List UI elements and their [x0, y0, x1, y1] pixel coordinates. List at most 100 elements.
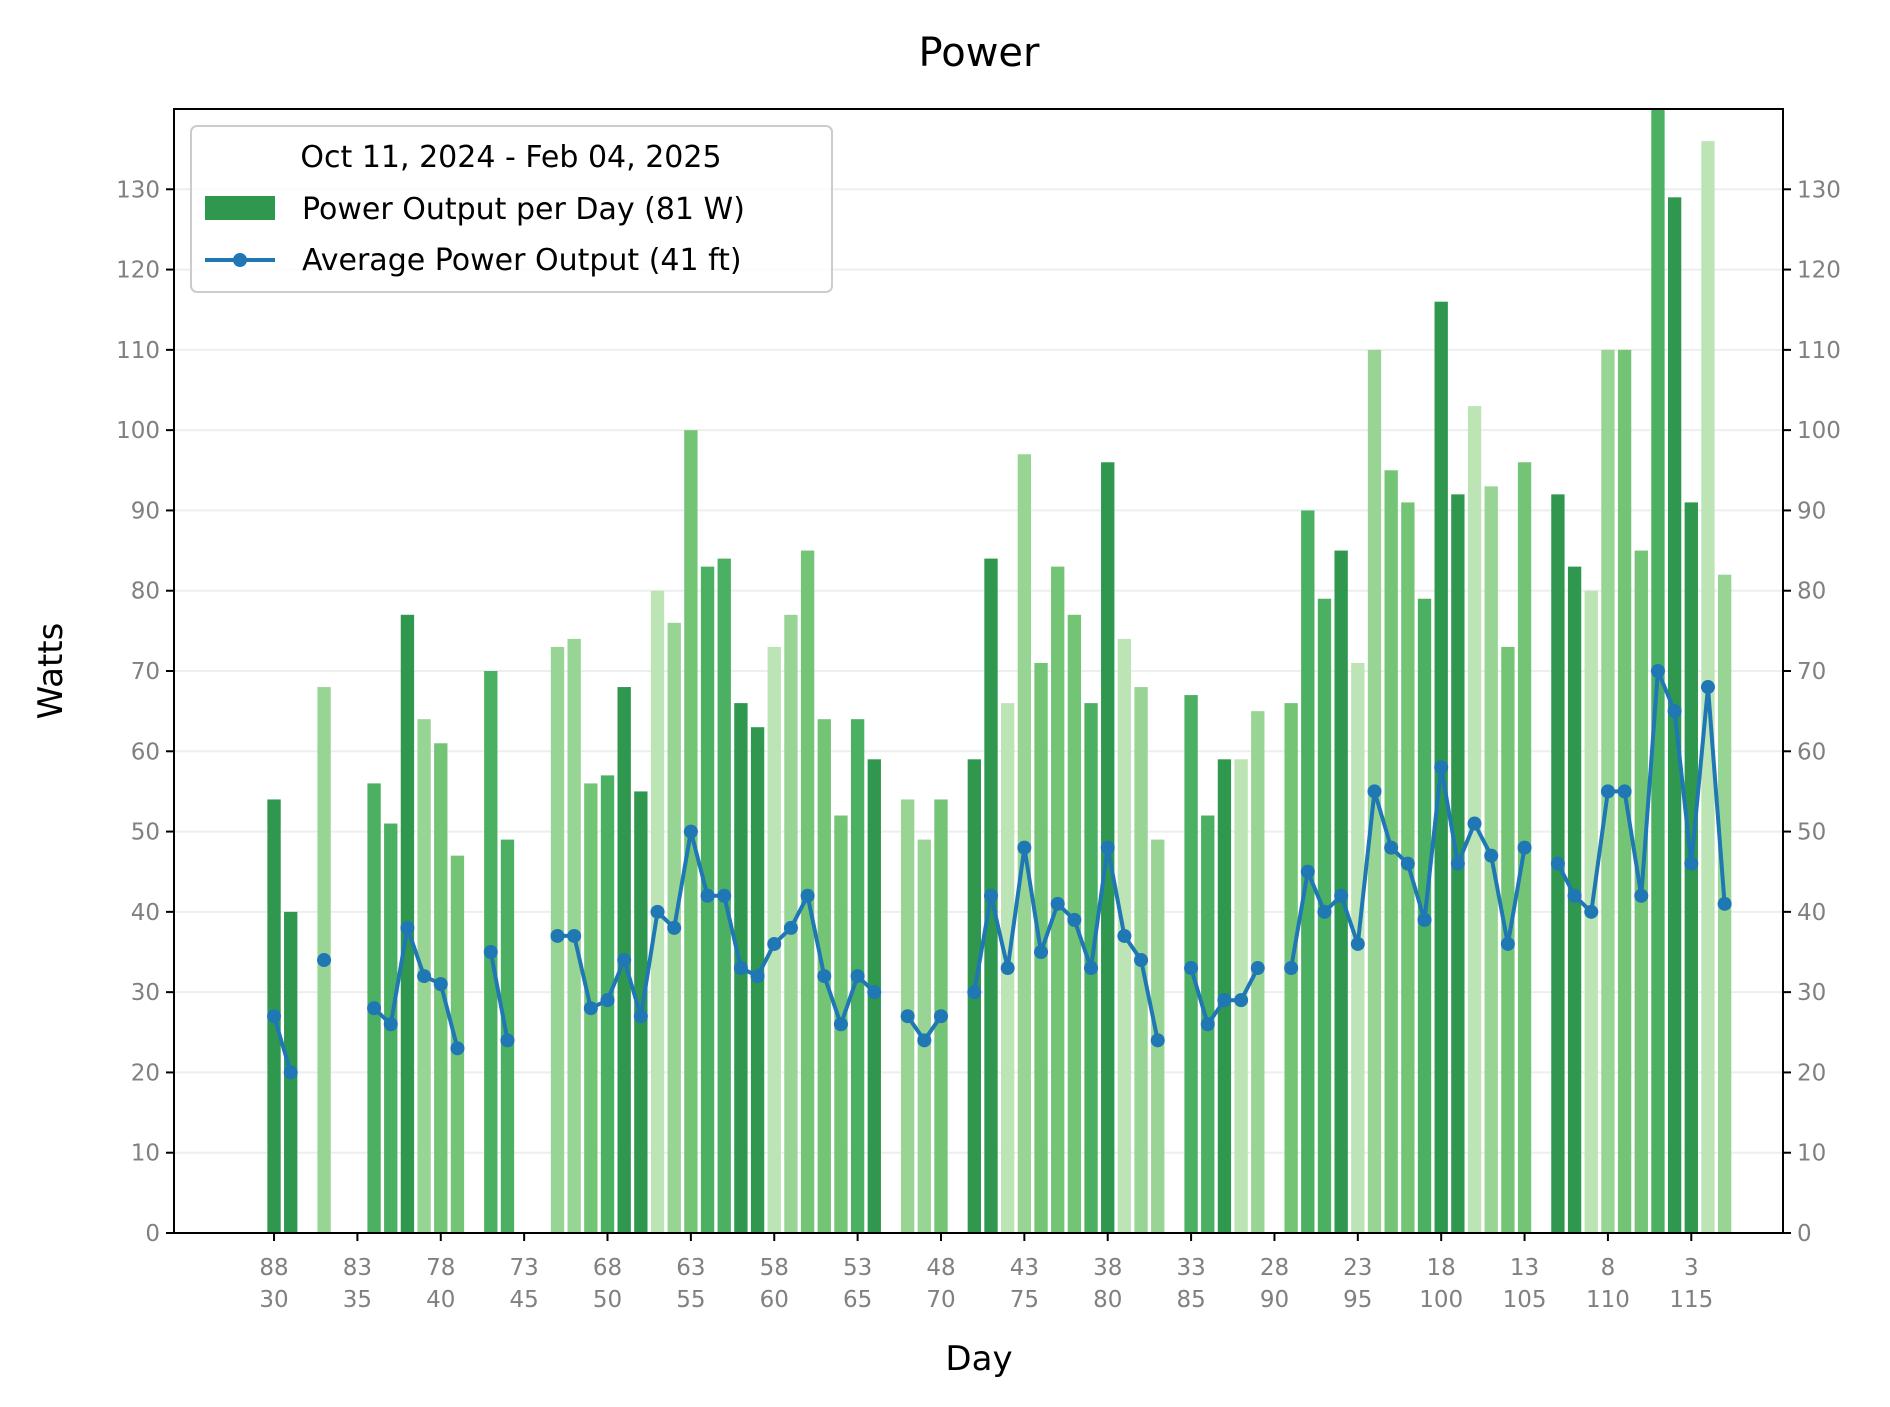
- legend-title: Oct 11, 2024 - Feb 04, 2025: [300, 140, 721, 175]
- x-tick-label: 115: [1669, 1287, 1713, 1313]
- avg-point: [383, 1017, 398, 1032]
- x-tick-label-top: 78: [426, 1255, 455, 1281]
- avg-point: [733, 961, 748, 976]
- legend-box: [190, 125, 833, 293]
- avg-point: [867, 985, 882, 1000]
- y-tick-label: 20: [131, 1060, 160, 1086]
- y-tick-label: 10: [131, 1141, 160, 1167]
- avg-point: [767, 936, 782, 951]
- avg-point: [984, 888, 999, 903]
- y-tick-label-right: 120: [1797, 258, 1841, 284]
- legend-entry-line: Average Power Output (41 ft): [302, 243, 742, 278]
- avg-point: [367, 1001, 382, 1016]
- avg-point: [617, 953, 632, 968]
- y-axis-ticks: 0 0 10 10 20 20 30 30 40 40 50 50 60 60 70 70 80 80 90 90 10…: [116, 177, 1841, 1247]
- avg-point: [400, 920, 415, 935]
- x-tick-label-top: 83: [343, 1255, 372, 1281]
- avg-point: [1350, 936, 1365, 951]
- x-tick-label-top: 58: [760, 1255, 789, 1281]
- avg-point: [1550, 856, 1565, 871]
- avg-point: [633, 1009, 648, 1024]
- avg-point: [567, 928, 582, 943]
- y-tick-label: 80: [131, 579, 160, 605]
- avg-point: [833, 1017, 848, 1032]
- avg-point: [583, 1001, 598, 1016]
- x-tick-label-top: 73: [510, 1255, 539, 1281]
- avg-point: [1234, 993, 1249, 1008]
- legend-bar-swatch: [205, 196, 275, 220]
- y-tick-label: 60: [131, 739, 160, 765]
- avg-point: [717, 888, 732, 903]
- x-tick-label: 40: [426, 1287, 455, 1313]
- x-tick-label-top: 8: [1601, 1255, 1616, 1281]
- y-tick-label-right: 0: [1797, 1221, 1812, 1247]
- avg-point: [1334, 888, 1349, 903]
- avg-point: [667, 920, 682, 935]
- avg-point: [417, 969, 432, 984]
- x-tick-label: 30: [259, 1287, 288, 1313]
- avg-line-segment: [488, 951, 510, 1041]
- y-tick-label: 130: [116, 177, 160, 203]
- y-tick-label: 50: [131, 820, 160, 846]
- y-tick-label: 100: [116, 418, 160, 444]
- x-tick-label: 80: [1093, 1287, 1122, 1313]
- avg-point: [1184, 961, 1199, 976]
- avg-point: [1000, 961, 1015, 976]
- avg-point: [1500, 936, 1515, 951]
- y-tick-label-right: 50: [1797, 820, 1826, 846]
- x-tick-label: 100: [1419, 1287, 1463, 1313]
- avg-point: [483, 945, 498, 959]
- x-tick-label-top: 13: [1510, 1255, 1539, 1281]
- avg-point: [967, 985, 982, 1000]
- avg-point: [1467, 816, 1482, 831]
- x-tick-label: 85: [1176, 1287, 1205, 1313]
- x-tick-label-top: 23: [1343, 1255, 1372, 1281]
- line-series: [267, 664, 1732, 1080]
- x-tick-label: 65: [843, 1287, 872, 1313]
- y-tick-label-right: 80: [1797, 579, 1826, 605]
- y-tick-label: 0: [145, 1221, 160, 1247]
- avg-point: [917, 1033, 932, 1048]
- avg-point: [1484, 848, 1499, 863]
- avg-point: [1567, 888, 1582, 903]
- y-tick-label: 70: [131, 659, 160, 685]
- y-tick-label-right: 40: [1797, 900, 1826, 926]
- avg-point: [1034, 945, 1049, 959]
- y-axis-label: Watts: [31, 623, 71, 720]
- avg-point: [1450, 856, 1465, 871]
- avg-point: [800, 888, 815, 903]
- x-tick-label: 110: [1586, 1287, 1630, 1313]
- avg-point: [550, 928, 565, 943]
- avg-point: [750, 969, 765, 984]
- y-tick-label-right: 10: [1797, 1141, 1826, 1167]
- avg-point: [267, 1009, 282, 1024]
- x-axis-label: Day: [945, 1339, 1012, 1379]
- x-tick-label: 90: [1260, 1287, 1289, 1313]
- avg-point: [1700, 680, 1715, 695]
- x-tick-label-top: 88: [259, 1255, 288, 1281]
- y-tick-label-right: 60: [1797, 739, 1826, 765]
- avg-point: [600, 993, 615, 1008]
- y-tick-label-right: 20: [1797, 1060, 1826, 1086]
- avg-point: [1284, 961, 1299, 976]
- avg-point: [1434, 760, 1449, 775]
- avg-point: [450, 1041, 465, 1056]
- y-tick-label: 90: [131, 498, 160, 524]
- x-tick-label-top: 3: [1684, 1255, 1699, 1281]
- y-tick-label-right: 100: [1797, 418, 1841, 444]
- avg-point: [1250, 961, 1265, 976]
- avg-point: [1384, 840, 1399, 855]
- avg-point: [783, 920, 798, 935]
- avg-point: [1634, 888, 1649, 903]
- x-axis-ticks: 8830833578407345685063555860536548704375…: [259, 1233, 1713, 1313]
- y-tick-label: 120: [116, 258, 160, 284]
- avg-point: [900, 1009, 915, 1024]
- y-tick-label: 40: [131, 900, 160, 926]
- avg-point: [1317, 904, 1332, 919]
- avg-point: [1584, 904, 1599, 919]
- x-tick-label-top: 53: [843, 1255, 872, 1281]
- x-tick-label-top: 18: [1427, 1255, 1456, 1281]
- y-tick-label-right: 90: [1797, 498, 1826, 524]
- avg-point: [817, 969, 832, 984]
